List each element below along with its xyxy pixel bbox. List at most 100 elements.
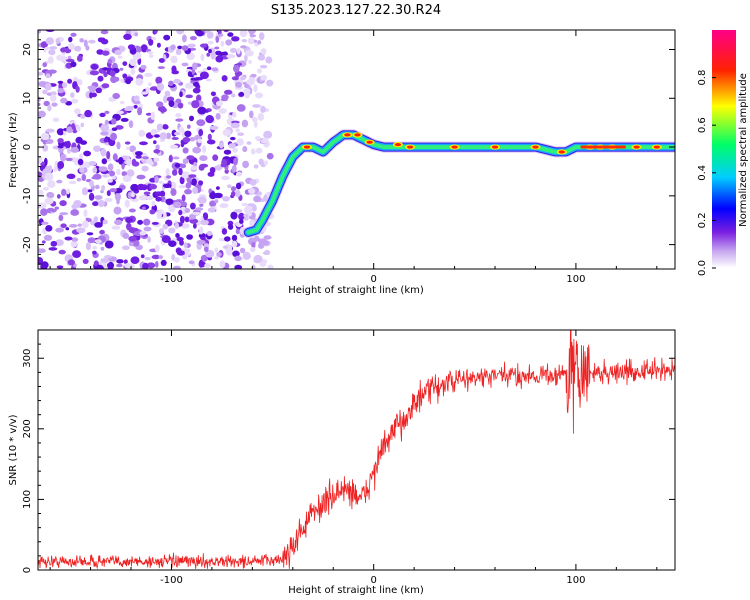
- noise-speckle: [243, 90, 251, 99]
- noise-speckle: [149, 87, 155, 91]
- noise-speckle: [95, 87, 103, 94]
- noise-speckle: [227, 32, 234, 37]
- noise-speckle: [119, 100, 125, 105]
- noise-speckle: [172, 201, 182, 209]
- noise-speckle: [106, 190, 111, 197]
- noise-speckle: [112, 175, 117, 180]
- noise-speckle: [159, 107, 167, 113]
- noise-speckle: [198, 180, 204, 186]
- noise-speckle: [120, 78, 125, 83]
- noise-speckle: [45, 37, 54, 45]
- noise-speckle: [241, 119, 249, 128]
- noise-speckle: [116, 141, 121, 150]
- noise-speckle: [77, 158, 84, 166]
- noise-speckle: [192, 87, 201, 94]
- noise-speckle: [98, 166, 108, 172]
- noise-speckle: [198, 259, 204, 268]
- noise-speckle: [155, 261, 159, 268]
- noise-speckle: [187, 101, 193, 105]
- noise-speckle: [213, 192, 223, 199]
- noise-speckle: [262, 240, 270, 246]
- noise-speckle: [234, 255, 242, 262]
- noise-speckle: [176, 237, 184, 242]
- noise-speckle: [219, 203, 229, 209]
- noise-speckle: [255, 147, 263, 154]
- noise-speckle: [100, 30, 109, 35]
- noise-speckle: [93, 260, 99, 267]
- noise-speckle: [195, 30, 204, 37]
- noise-speckle: [40, 41, 48, 49]
- noise-speckle: [79, 140, 88, 145]
- noise-speckle: [227, 223, 234, 230]
- noise-speckle: [38, 102, 41, 107]
- noise-speckle: [240, 75, 247, 81]
- noise-speckle: [82, 220, 89, 229]
- noise-speckle: [75, 125, 81, 132]
- noise-speckle: [102, 219, 108, 225]
- noise-speckle: [87, 85, 96, 90]
- noise-speckle: [117, 55, 123, 59]
- noise-speckle: [114, 219, 123, 226]
- noise-speckle: [176, 30, 185, 35]
- noise-speckle: [140, 91, 148, 95]
- noise-speckle: [60, 223, 67, 228]
- noise-speckle: [168, 240, 177, 247]
- noise-speckle: [180, 142, 185, 148]
- noise-speckle: [70, 98, 79, 104]
- noise-speckle: [155, 76, 163, 85]
- noise-speckle: [50, 240, 58, 247]
- noise-speckle: [153, 149, 161, 154]
- noise-speckle: [168, 154, 173, 163]
- noise-speckle: [71, 123, 76, 130]
- noise-speckle: [64, 236, 73, 241]
- noise-speckle: [44, 46, 50, 51]
- noise-speckle: [111, 118, 117, 125]
- noise-speckle: [38, 202, 47, 209]
- noise-speckle: [260, 64, 268, 69]
- noise-speckle: [92, 245, 98, 250]
- noise-speckle: [163, 95, 168, 103]
- noise-speckle: [174, 222, 180, 229]
- noise-speckle: [156, 42, 161, 48]
- ridge-hotspot-core: [344, 133, 351, 137]
- noise-speckle: [182, 254, 188, 260]
- noise-speckle: [76, 177, 82, 182]
- noise-speckle: [127, 44, 135, 50]
- noise-speckle: [53, 166, 58, 172]
- noise-speckle: [247, 30, 257, 34]
- noise-speckle: [122, 61, 128, 66]
- noise-speckle: [141, 206, 146, 210]
- noise-speckle: [175, 98, 182, 104]
- noise-speckle: [205, 249, 215, 258]
- noise-speckle: [60, 97, 68, 104]
- noise-speckle: [115, 125, 124, 130]
- noise-speckle: [193, 82, 200, 87]
- noise-speckle: [190, 202, 196, 210]
- noise-speckle: [185, 252, 191, 256]
- noise-speckle: [65, 157, 73, 162]
- noise-speckle: [128, 235, 137, 242]
- noise-speckle: [80, 122, 85, 128]
- noise-speckle: [246, 141, 252, 145]
- noise-speckle: [93, 145, 101, 152]
- spectrogram-y-tick-label: 20: [22, 43, 33, 56]
- noise-speckle: [182, 147, 189, 154]
- noise-speckle: [67, 148, 71, 154]
- noise-speckle: [232, 250, 240, 258]
- noise-speckle: [68, 36, 73, 43]
- noise-speckle: [144, 72, 153, 77]
- noise-speckle: [142, 262, 149, 269]
- snr-panel: -100 0 100 0 100 200 300 Height of straight li…: [8, 329, 676, 596]
- noise-speckle: [60, 56, 68, 63]
- noise-speckle: [69, 224, 78, 228]
- noise-speckle: [258, 158, 264, 166]
- noise-speckle: [190, 77, 200, 81]
- noise-speckle: [175, 118, 184, 122]
- noise-speckle: [154, 176, 159, 184]
- noise-speckle: [44, 197, 54, 205]
- noise-speckle: [61, 188, 67, 196]
- noise-speckle: [123, 33, 132, 41]
- noise-speckle: [156, 83, 165, 91]
- noise-speckle: [104, 110, 110, 115]
- noise-speckle: [146, 195, 154, 201]
